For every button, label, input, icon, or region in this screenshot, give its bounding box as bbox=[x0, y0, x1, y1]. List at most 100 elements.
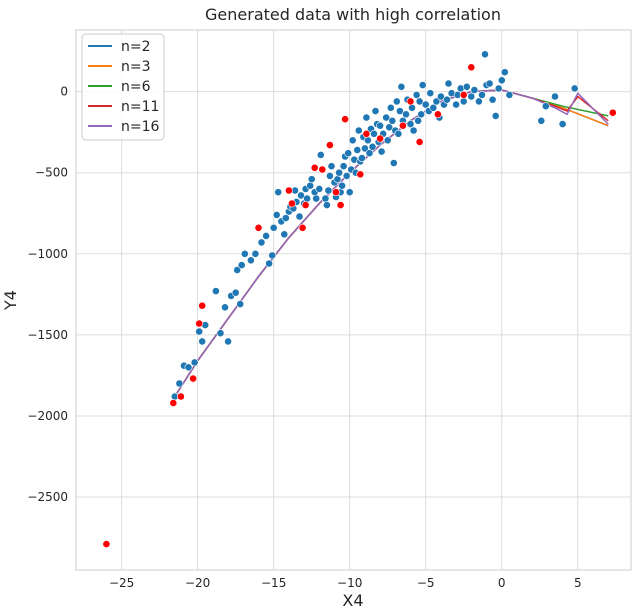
data-point bbox=[478, 91, 486, 99]
x-axis-title: X4 bbox=[342, 591, 363, 610]
x-tick-label: −10 bbox=[337, 576, 362, 590]
y-tick-label: −1000 bbox=[27, 247, 68, 261]
highlight-point bbox=[356, 170, 365, 179]
data-point bbox=[415, 97, 424, 106]
data-point bbox=[321, 194, 330, 203]
highlight-point bbox=[284, 186, 293, 195]
data-point bbox=[421, 100, 430, 109]
data-point bbox=[505, 91, 514, 99]
data-point bbox=[269, 223, 278, 232]
x-tick-labels: −25 −20 −15 −10 −5 0 5 bbox=[109, 576, 582, 590]
data-point bbox=[216, 329, 225, 338]
data-point bbox=[262, 231, 270, 240]
data-point bbox=[190, 358, 199, 367]
data-point bbox=[265, 259, 273, 268]
data-point bbox=[348, 136, 357, 145]
legend-label: n=16 bbox=[121, 119, 160, 135]
x-tick-label: −25 bbox=[109, 576, 134, 590]
data-point bbox=[316, 150, 325, 159]
data-point bbox=[382, 113, 391, 122]
highlight-point bbox=[362, 129, 371, 138]
data-point bbox=[459, 97, 468, 106]
data-point bbox=[558, 120, 567, 128]
data-point bbox=[426, 89, 435, 98]
y-tick-label: −500 bbox=[35, 166, 68, 180]
highlight-point bbox=[406, 97, 415, 106]
data-point bbox=[443, 95, 451, 104]
data-point bbox=[365, 149, 374, 158]
data-point bbox=[338, 181, 346, 190]
data-point bbox=[412, 91, 421, 99]
data-point bbox=[363, 136, 372, 145]
data-point bbox=[570, 84, 579, 93]
data-point bbox=[389, 159, 398, 167]
data-point bbox=[432, 97, 441, 106]
data-point bbox=[354, 126, 363, 135]
y-tick-label: 0 bbox=[60, 85, 68, 99]
data-point bbox=[295, 212, 304, 221]
data-point bbox=[251, 249, 260, 258]
data-point bbox=[246, 256, 255, 265]
highlight-point bbox=[169, 399, 178, 407]
data-point bbox=[236, 300, 245, 308]
highlight-point bbox=[336, 201, 345, 209]
highlight-point bbox=[341, 115, 349, 124]
highlight-point bbox=[325, 141, 334, 149]
highlight-point bbox=[287, 199, 296, 208]
data-point bbox=[551, 92, 559, 101]
data-point bbox=[386, 103, 395, 112]
data-point bbox=[395, 107, 404, 115]
data-point bbox=[268, 251, 277, 260]
data-point bbox=[491, 112, 500, 120]
data-point bbox=[429, 103, 438, 112]
data-point bbox=[184, 363, 193, 372]
data-point bbox=[339, 162, 348, 171]
highlight-point bbox=[332, 188, 340, 197]
data-point bbox=[444, 79, 453, 88]
data-point bbox=[392, 97, 401, 106]
data-point bbox=[397, 82, 406, 91]
highlight-point bbox=[254, 223, 263, 232]
x-tick-label: 0 bbox=[498, 576, 506, 590]
data-point bbox=[231, 288, 240, 297]
data-point bbox=[322, 201, 331, 209]
data-point bbox=[537, 116, 546, 125]
data-point bbox=[195, 327, 204, 336]
x-tick-label: 5 bbox=[574, 576, 582, 590]
data-point bbox=[376, 121, 384, 130]
data-point bbox=[342, 171, 351, 180]
data-point bbox=[371, 107, 380, 115]
highlight-point bbox=[198, 301, 207, 310]
data-point bbox=[383, 136, 392, 145]
data-point bbox=[368, 142, 377, 151]
data-point bbox=[494, 84, 503, 93]
data-point bbox=[385, 123, 394, 132]
data-point bbox=[353, 146, 362, 154]
x-tick-label: −15 bbox=[261, 576, 286, 590]
y-tick-label: −1500 bbox=[27, 328, 68, 342]
data-point bbox=[408, 103, 416, 112]
highlight-point bbox=[433, 110, 442, 119]
highlight-point bbox=[608, 108, 617, 117]
data-point bbox=[418, 81, 427, 89]
data-point bbox=[237, 261, 246, 269]
data-point bbox=[315, 184, 324, 193]
legend: n=2 n=3 n=6 n=11 n=16 bbox=[81, 33, 165, 141]
highlight-point bbox=[467, 63, 476, 72]
data-point bbox=[307, 175, 316, 184]
data-point bbox=[257, 238, 266, 247]
highlight-point bbox=[415, 137, 424, 146]
data-point bbox=[474, 97, 483, 106]
highlight-point bbox=[195, 319, 204, 328]
legend-label: n=11 bbox=[121, 99, 159, 115]
data-point bbox=[327, 162, 336, 171]
legend-label: n=6 bbox=[121, 79, 151, 95]
data-point bbox=[377, 147, 386, 156]
highlight-point bbox=[318, 165, 327, 174]
data-point bbox=[297, 191, 305, 200]
data-point bbox=[211, 287, 220, 295]
scatter-points bbox=[102, 50, 617, 548]
x-tick-label: −5 bbox=[417, 576, 435, 590]
y-tick-label: −2500 bbox=[27, 490, 68, 504]
